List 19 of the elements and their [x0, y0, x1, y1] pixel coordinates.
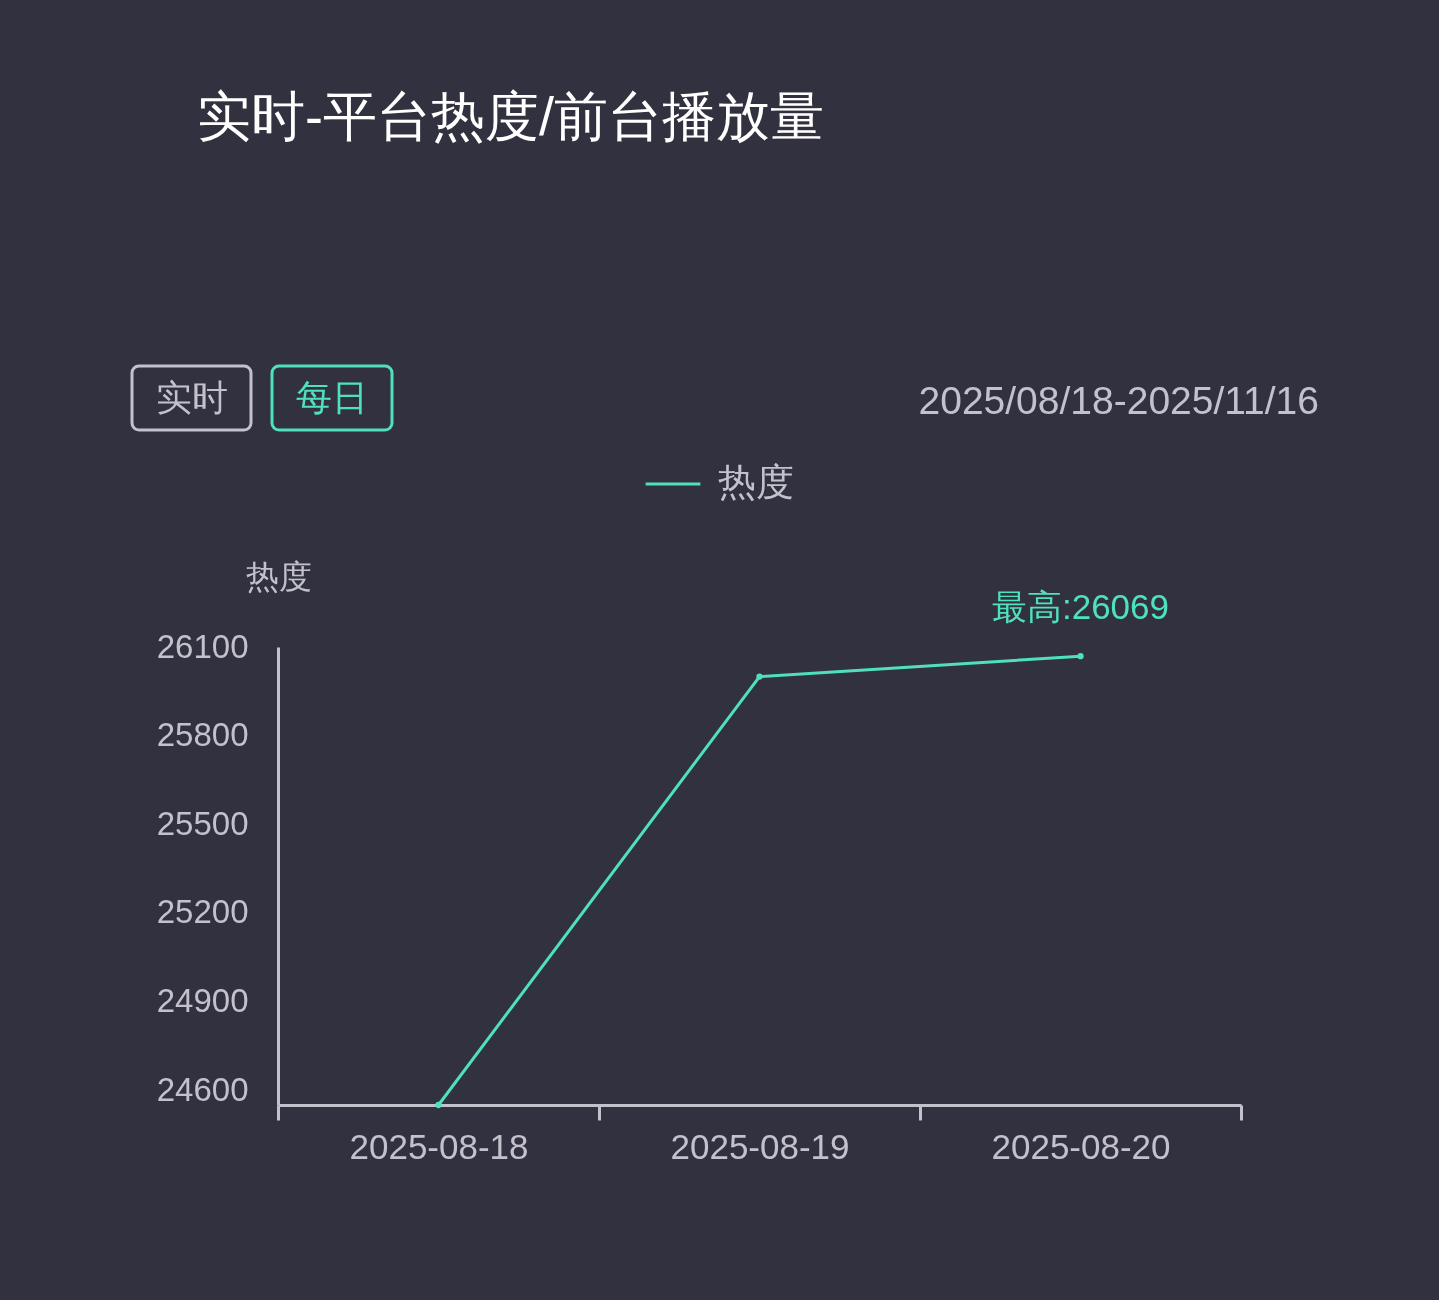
y-tick-label: 25500 [156, 804, 249, 842]
x-tick-label: 2025-08-20 [991, 1126, 1171, 1166]
x-tick-label: 2025-08-18 [349, 1126, 529, 1166]
chart-title: 实时-平台热度/前台播放量 [197, 86, 824, 146]
text: 每日 [296, 377, 368, 418]
annotation: 最高:26069 [991, 587, 1170, 627]
y-axis-title: 热度 [245, 557, 312, 595]
text: 2025/08/18-2025/11/16 [918, 379, 1319, 422]
text: 实时 [155, 377, 228, 418]
y-tick-label: 24600 [156, 1070, 249, 1108]
y-tick-label: 25200 [156, 893, 249, 931]
point [1077, 653, 1084, 660]
point [756, 673, 763, 680]
point [435, 1101, 442, 1109]
y-tick-label: 25800 [156, 716, 249, 754]
x-tick-label: 2025-08-19 [670, 1126, 850, 1166]
y-tick-label: 26100 [156, 627, 249, 665]
y-tick-label: 24900 [156, 982, 249, 1020]
legend-label: 热度 [718, 461, 794, 503]
